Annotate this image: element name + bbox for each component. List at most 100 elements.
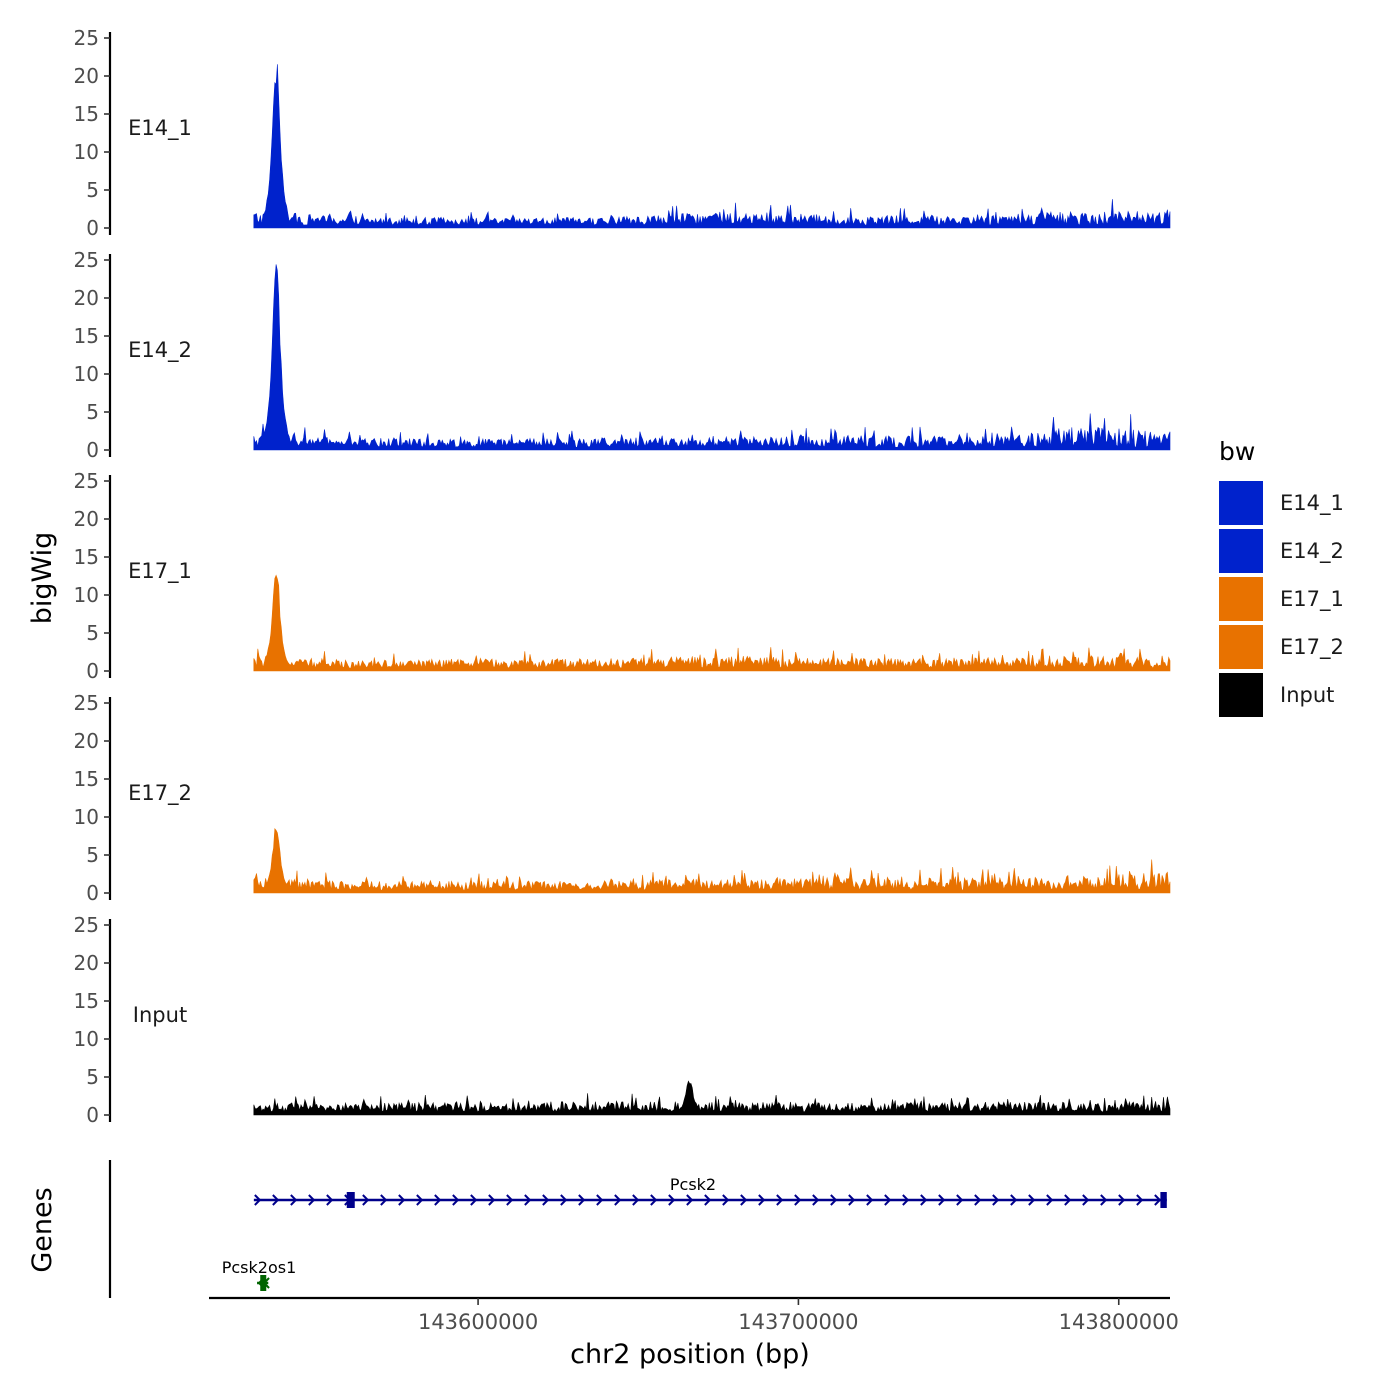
strand-chevron: [470, 1194, 478, 1206]
exon: [1160, 1192, 1167, 1208]
gene-pcsk2os1: Pcsk2os1: [222, 1258, 297, 1291]
strand-chevron: [254, 1194, 262, 1206]
x-tick-label: 143800000: [1059, 1310, 1179, 1334]
track-e14-2: 0 5 10 15 20 25 E14_2: [74, 248, 1171, 462]
strand-chevron: [506, 1194, 514, 1206]
y-tick-label: 15: [74, 102, 99, 126]
y-tick-label: 0: [86, 659, 99, 683]
strand-chevron: [650, 1194, 658, 1206]
track-e17-2: 0 5 10 15 20 25 E17_2: [74, 691, 1171, 905]
strand-chevron: [1046, 1194, 1054, 1206]
strand-chevron: [848, 1194, 856, 1206]
exon: [260, 1275, 267, 1291]
y-tick-label: 25: [74, 691, 99, 715]
legend-swatch-input: [1219, 673, 1263, 717]
y-tick-label: 10: [74, 140, 99, 164]
legend-swatch-e17-2: [1219, 625, 1263, 669]
strand-chevron: [722, 1194, 730, 1206]
strand-chevron: [704, 1194, 712, 1206]
genes-axis-title: Genes: [27, 1187, 58, 1272]
strand-chevron: [794, 1194, 802, 1206]
strand-chevron: [776, 1194, 784, 1206]
x-tick-label: 143600000: [418, 1310, 538, 1334]
legend-swatch-e14-1: [1219, 481, 1263, 525]
y-tick-label: 5: [86, 400, 99, 424]
strand-chevron: [380, 1194, 388, 1206]
strand-chevron: [1100, 1194, 1108, 1206]
legend-swatch-e14-2: [1219, 529, 1263, 573]
signal-tracks: 0 5 10 15 20 25 E14_1 0 5 10 15 20 25 E14_2 0 5 10 15 20 25…: [74, 26, 1171, 1127]
y-tick-label: 10: [74, 362, 99, 386]
strand-chevron: [740, 1194, 748, 1206]
strand-chevron: [488, 1194, 496, 1206]
track-e17-1: 0 5 10 15 20 25 E17_1: [74, 469, 1171, 683]
strand-chevron: [614, 1194, 622, 1206]
genes-track: Pcsk2 Pcsk2os1: [108, 1160, 1167, 1298]
legend-title: bw: [1219, 437, 1255, 466]
y-tick-label: 5: [86, 843, 99, 867]
y-tick-label: 5: [86, 621, 99, 645]
y-tick-label: 20: [74, 729, 99, 753]
y-tick-label: 0: [86, 1103, 99, 1127]
legend-swatch-e17-1: [1219, 577, 1263, 621]
y-tick-label: 25: [74, 248, 99, 272]
strand-chevron: [578, 1194, 586, 1206]
gene-pcsk2: Pcsk2: [253, 1175, 1167, 1208]
track-label-e17-1: E17_1: [128, 559, 192, 584]
gene-label-pcsk2os1: Pcsk2os1: [222, 1258, 297, 1277]
track-label-e14-2: E14_2: [128, 338, 192, 363]
y-tick-label: 10: [74, 805, 99, 829]
strand-chevron: [830, 1194, 838, 1206]
strand-chevron: [902, 1194, 910, 1206]
y-tick-label: 0: [86, 216, 99, 240]
y-tick-label: 25: [74, 913, 99, 937]
strand-chevron: [596, 1194, 604, 1206]
y-tick-label: 25: [74, 469, 99, 493]
y-tick-label: 10: [74, 583, 99, 607]
x-axis-title: chr2 position (bp): [570, 1339, 810, 1370]
legend-label-input: Input: [1280, 683, 1334, 707]
strand-chevron: [560, 1194, 568, 1206]
strand-chevron: [1082, 1194, 1090, 1206]
y-tick-label: 15: [74, 545, 99, 569]
strand-chevron: [956, 1194, 964, 1206]
y-axis-title: bigWig: [27, 532, 58, 625]
signal-area-input: [253, 1080, 1171, 1116]
strand-chevron: [866, 1194, 874, 1206]
strand-chevron: [326, 1194, 334, 1206]
track-e14-1: 0 5 10 15 20 25 E14_1: [74, 26, 1171, 240]
strand-chevron: [398, 1194, 406, 1206]
signal-area-e14-2: [253, 264, 1171, 451]
strand-chevron: [632, 1194, 640, 1206]
y-tick-label: 10: [74, 1027, 99, 1051]
y-tick-label: 5: [86, 178, 99, 202]
track-label-input: Input: [133, 1003, 187, 1027]
strand-chevron: [974, 1194, 982, 1206]
legend-label-e17-1: E17_1: [1280, 587, 1344, 612]
strand-chevron: [1064, 1194, 1072, 1206]
legend-label-e14-2: E14_2: [1280, 539, 1344, 564]
strand-chevron: [434, 1194, 442, 1206]
track-input: 0 5 10 15 20 25 Input: [74, 913, 1171, 1127]
strand-chevron: [1118, 1194, 1126, 1206]
exon: [346, 1192, 355, 1208]
y-tick-label: 20: [74, 951, 99, 975]
strand-chevron: [542, 1194, 550, 1206]
y-tick-label: 15: [74, 989, 99, 1013]
y-tick-label: 0: [86, 881, 99, 905]
y-tick-label: 15: [74, 324, 99, 348]
strand-chevron: [272, 1194, 280, 1206]
track-label-e14-1: E14_1: [128, 116, 192, 141]
strand-chevron: [290, 1194, 298, 1206]
track-label-e17-2: E17_2: [128, 781, 192, 806]
strand-chevron: [884, 1194, 892, 1206]
strand-chevron: [1136, 1194, 1144, 1206]
signal-area-e17-2: [253, 828, 1171, 894]
strand-chevron: [1028, 1194, 1036, 1206]
legend: bw E14_1 E14_2 E17_1 E17_2 Input: [1219, 437, 1344, 717]
strand-chevron: [668, 1194, 676, 1206]
y-tick-label: 20: [74, 507, 99, 531]
y-tick-label: 20: [74, 286, 99, 310]
strand-chevron: [938, 1194, 946, 1206]
